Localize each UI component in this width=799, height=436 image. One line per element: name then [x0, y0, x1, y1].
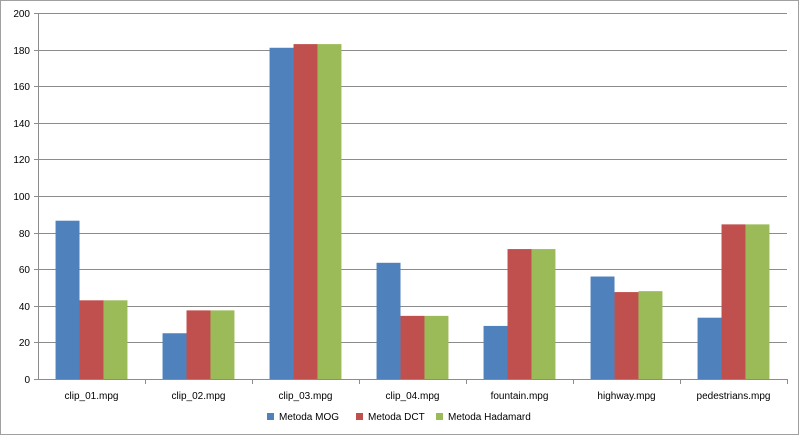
- legend-swatch: [267, 413, 274, 420]
- bar: [186, 310, 211, 379]
- bar: [376, 262, 401, 379]
- x-tick-label: highway.mpg: [597, 391, 655, 402]
- axes: [34, 13, 788, 384]
- bar: [507, 249, 532, 379]
- y-tick-label: 200: [13, 9, 30, 20]
- bars: [55, 44, 770, 380]
- legend-swatch: [356, 413, 363, 420]
- x-tick-label: clip_01.mpg: [65, 391, 119, 402]
- x-tick-label: fountain.mpg: [491, 391, 549, 402]
- gridlines: [38, 13, 787, 343]
- legend: Metoda MOG Metoda DCT Metoda Hadamard: [267, 412, 531, 423]
- y-tick-label: 40: [19, 302, 31, 313]
- y-tick-label: 160: [13, 82, 30, 93]
- y-tick-label: 180: [13, 46, 30, 57]
- bar: [210, 310, 235, 379]
- x-tick-labels: clip_01.mpg clip_02.mpg clip_03.mpg clip_04…: [65, 391, 771, 402]
- y-tick-label: 80: [19, 229, 31, 240]
- y-tick-label: 20: [19, 338, 31, 349]
- legend-swatch: [436, 413, 443, 420]
- bar: [697, 317, 722, 379]
- bar: [483, 325, 508, 379]
- y-tick-label: 120: [13, 155, 30, 166]
- x-tick-label: pedestrians.mpg: [697, 391, 771, 402]
- bar: [293, 44, 318, 380]
- bar: [317, 44, 342, 380]
- bar: [638, 291, 663, 379]
- y-tick-label: 100: [13, 192, 30, 203]
- bar: [55, 220, 80, 379]
- bar: [162, 333, 187, 379]
- bar: [745, 224, 770, 379]
- bar: [269, 47, 294, 380]
- legend-label: Metoda Hadamard: [448, 412, 531, 423]
- bar: [424, 315, 449, 379]
- x-tick-label: clip_02.mpg: [172, 391, 226, 402]
- y-tick-label: 60: [19, 265, 31, 276]
- bar: [590, 276, 615, 379]
- y-tick-label: 0: [24, 375, 30, 386]
- bar: [531, 249, 556, 379]
- x-tick-label: clip_03.mpg: [279, 391, 333, 402]
- bar: [400, 315, 425, 379]
- legend-label: Metoda DCT: [368, 412, 425, 423]
- bar: [79, 300, 104, 379]
- x-tick-label: clip_04.mpg: [386, 391, 440, 402]
- y-tick-label: 140: [13, 119, 30, 130]
- bar: [721, 224, 746, 379]
- bar: [614, 292, 639, 379]
- bar: [103, 300, 128, 379]
- y-tick-labels: 0 20 40 60 80 100 120 140 160 180 200: [13, 9, 30, 386]
- legend-label: Metoda MOG: [279, 412, 339, 423]
